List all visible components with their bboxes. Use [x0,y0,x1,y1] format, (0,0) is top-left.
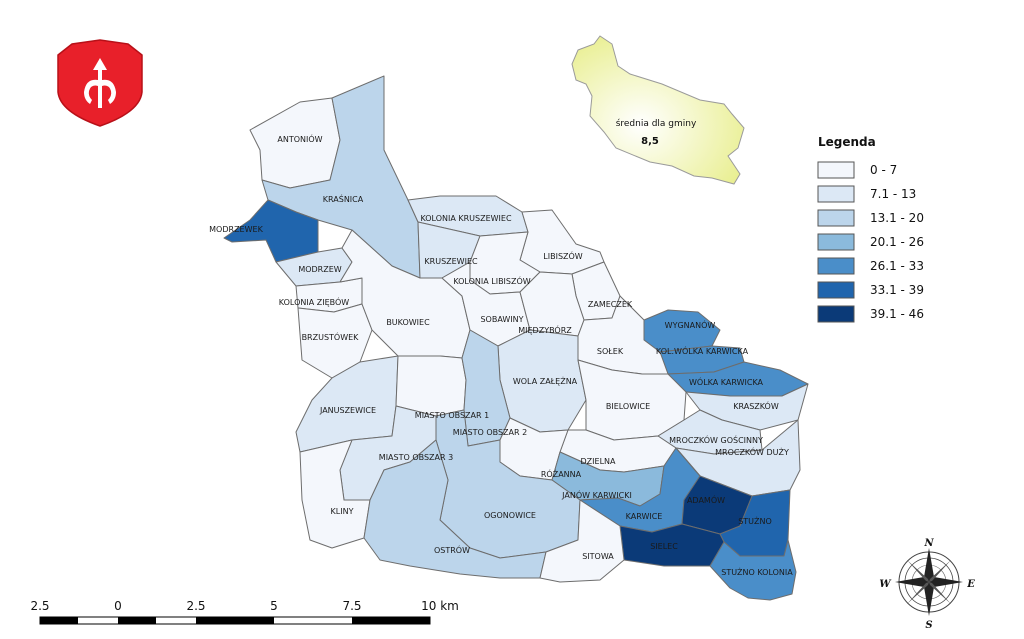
legend-title: Legenda [818,135,876,149]
compass-rose: N S E W [879,538,975,631]
legend-item: 26.1 - 33 [817,257,924,275]
label-mroczkow-goscinny: MROCZKÓW GOŚCINNY [669,434,763,445]
legend-swatch [817,305,855,323]
legend-swatch [817,233,855,251]
label-ostrow: OSTRÓW [434,544,470,555]
legend-item: 39.1 - 46 [817,305,924,323]
inset-caption: średnia dla gminy [616,118,697,129]
label-januszewice: JANUSZEWICE [319,406,376,415]
label-sobawiny: SOBAWINY [480,315,523,324]
label-karwice: KARWICE [626,512,663,521]
label-libiszow: LIBISZÓW [543,250,583,261]
label-zameczek: ZAMECZEK [588,300,633,309]
label-kliny: KLINY [331,507,354,516]
region-modrzewek [223,199,319,263]
legend-item: 0 - 7 [817,161,897,179]
legend-item: 33.1 - 39 [817,281,924,299]
label-antoniow: ANTONIÓW [277,133,322,144]
label-brzustowek: BRZUSTÓWEK [302,331,360,342]
regions-layer [223,75,809,601]
region-labels-layer: ANTONIÓW KRAŚNICA MODRZEWEK MODRZEW KOLO… [209,133,793,577]
region-miasto-obszar-1 [395,355,467,417]
scale-tick-label: 0 [114,599,122,613]
label-janow-karwicki: JANÓW KARWICKI [561,489,632,500]
label-dzielna: DZIELNA [581,457,616,466]
region-libiszow [519,209,605,275]
label-kruszewiec: KRUSZEWIEC [424,257,478,266]
inset-shape [571,35,745,185]
label-kolonia-ziebow: KOLONIA ZIĘBÓW [279,296,349,307]
legend-swatch [817,185,855,203]
region-stuzno-kolonia [709,539,797,601]
label-bukowiec: BUKOWIEC [386,318,430,327]
legend-label: 20.1 - 26 [870,235,924,249]
label-adamow: ADAMÓW [687,494,725,505]
legend-label: 0 - 7 [870,163,897,177]
label-krasnica: KRAŚNICA [323,193,364,204]
label-miedzyborz: MIĘDZYBÓRZ [518,324,572,335]
legend-label: 33.1 - 39 [870,283,924,297]
scale-tick-label: 2.5 [30,599,49,613]
region-sitowa [539,499,625,583]
legend-item: 13.1 - 20 [817,209,924,227]
legend-label: 39.1 - 46 [870,307,924,321]
compass-e: E [966,579,975,590]
label-rozanna: RÓŻANNA [541,468,582,479]
label-wola-zalezna: WOLA ZAŁĘŻNA [513,376,578,386]
scale-tick-label: 10 km [421,599,459,613]
label-modrzewek: MODRZEWEK [209,225,263,234]
label-kol-wolka-karwicka: KOL.WÓLKA KARWICKA [656,345,749,356]
label-solek: SOŁEK [597,347,624,356]
label-stuzno: STUŻNO [738,516,772,526]
inset-value: 8,5 [641,136,659,147]
compass-n: N [923,538,934,549]
label-miasto-obszar-2: MIASTO OBSZAR 2 [453,428,527,437]
label-modrzew: MODRZEW [298,265,341,274]
legend-swatch [817,209,855,227]
region-wygnanow [643,309,721,353]
label-bielowice: BIELOWICE [606,402,650,411]
label-wolka-karwicka: WÓLKA KARWICKA [689,376,764,387]
label-stuzno-kolonia: STUŻNO KOLONIA [721,567,793,577]
label-sielec: SIELEC [650,542,678,551]
compass-w: W [879,579,892,590]
label-sitowa: SITOWA [582,552,614,561]
legend-label: 7.1 - 13 [870,187,916,201]
legend: Legenda 0 - 7 7.1 - 13 13.1 - 20 20.1 - 26 2… [817,135,924,323]
label-kraszkow: KRASZKÓW [733,400,779,411]
scale-tick-label: 2.5 [186,599,205,613]
label-miasto-obszar-3: MIASTO OBSZAR 3 [379,453,453,462]
inset-commune-average: średnia dla gminy 8,5 [571,35,745,185]
legend-swatch [817,161,855,179]
legend-item: 20.1 - 26 [817,233,924,251]
legend-item: 7.1 - 13 [817,185,916,203]
coat-of-arms-emblem [57,39,143,127]
label-mroczkow-duzy: MROCZKÓW DUŻY [715,446,789,457]
region-ostrow [363,439,547,579]
scale-bar: 2.5 0 2.5 5 7.5 10 km [30,599,459,625]
scale-tick-labels: 2.5 0 2.5 5 7.5 10 km [30,599,458,613]
label-ogonowice: OGONOWICE [484,511,536,520]
label-kolonia-kruszewiec: KOLONIA KRUSZEWIEC [420,214,512,223]
label-wygnanow: WYGNANÓW [665,319,716,330]
legend-label: 26.1 - 33 [870,259,924,273]
scale-tick-label: 7.5 [342,599,361,613]
label-kolonia-libiszow: KOLONIA LIBISZÓW [453,275,530,286]
legend-label: 13.1 - 20 [870,211,924,225]
region-brzustowek [297,303,373,379]
scale-tick-label: 5 [270,599,278,613]
legend-swatch [817,281,855,299]
legend-items: 0 - 7 7.1 - 13 13.1 - 20 20.1 - 26 26.1 - 33… [817,161,924,323]
label-miasto-obszar-1: MIASTO OBSZAR 1 [415,411,489,420]
legend-swatch [817,257,855,275]
compass-s: S [925,620,932,631]
